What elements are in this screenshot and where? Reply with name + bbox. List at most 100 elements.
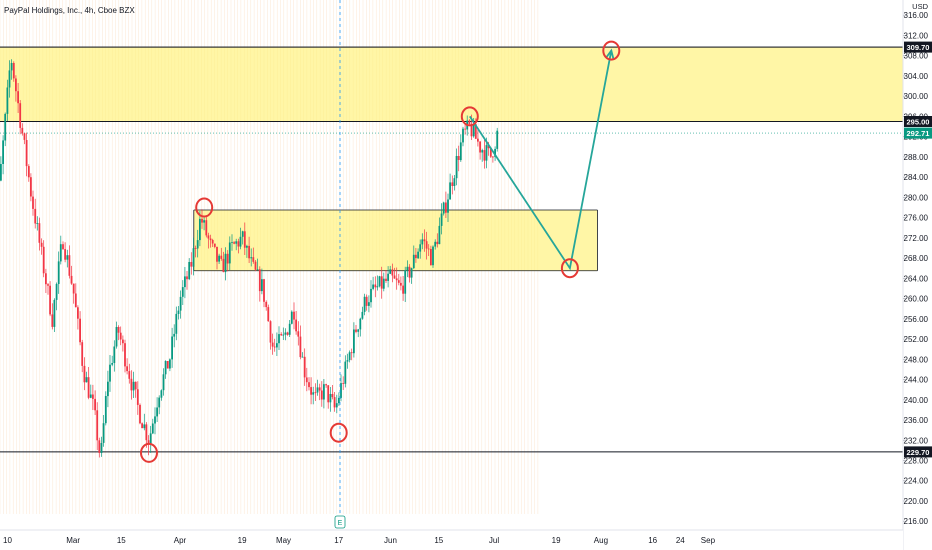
candle bbox=[308, 377, 310, 391]
candle bbox=[250, 248, 253, 267]
candle bbox=[179, 290, 182, 319]
candle-body bbox=[32, 196, 34, 209]
candle bbox=[327, 385, 330, 409]
price-tick-label-24: 220.00 bbox=[904, 497, 929, 506]
candle bbox=[177, 306, 180, 320]
zone-0 bbox=[0, 47, 903, 122]
candle-body bbox=[130, 378, 133, 391]
candle-body bbox=[400, 282, 402, 286]
price-tick-label-17: 248.00 bbox=[904, 355, 929, 364]
candle bbox=[124, 339, 126, 373]
candle-body bbox=[312, 392, 315, 395]
candle-body bbox=[100, 443, 103, 453]
time-axis-ticks: 10 Mar 15 Apr 19 May 17 Jun 15 Jul 19 Aug 16 24 Sep bbox=[3, 536, 716, 545]
candle bbox=[280, 332, 283, 336]
candle bbox=[92, 384, 94, 410]
candle bbox=[49, 281, 51, 317]
candle-body bbox=[327, 385, 330, 403]
candle bbox=[447, 193, 449, 222]
candle bbox=[231, 234, 233, 251]
candle-body bbox=[320, 390, 323, 400]
candle bbox=[248, 236, 250, 263]
candle-body bbox=[368, 302, 370, 306]
candle-body bbox=[297, 331, 300, 337]
candle-body bbox=[194, 248, 197, 249]
candle bbox=[32, 190, 34, 216]
candle-body bbox=[233, 242, 235, 244]
candle-body bbox=[252, 257, 255, 262]
candle bbox=[23, 132, 26, 145]
candle-body bbox=[451, 182, 454, 186]
candle bbox=[209, 234, 212, 248]
candle bbox=[111, 355, 114, 367]
candle-body bbox=[378, 276, 381, 287]
candle-body bbox=[445, 202, 447, 213]
candle-body bbox=[220, 255, 223, 259]
candle bbox=[226, 250, 229, 272]
candle bbox=[237, 238, 240, 254]
candle-body bbox=[8, 70, 11, 88]
candle-body bbox=[104, 396, 107, 424]
candle-body bbox=[481, 150, 484, 153]
candle-body bbox=[385, 278, 387, 281]
candle bbox=[400, 276, 402, 291]
price-tick-label-20: 236.00 bbox=[904, 416, 929, 425]
candle bbox=[45, 268, 47, 293]
earnings-marker[interactable]: E bbox=[334, 515, 346, 529]
time-axis-bg[interactable] bbox=[0, 530, 903, 550]
candle-body bbox=[38, 223, 41, 243]
zone-1 bbox=[193, 210, 598, 271]
time-label-0: 10 bbox=[3, 536, 12, 545]
candle-body bbox=[173, 333, 176, 337]
candle bbox=[408, 264, 411, 283]
candle bbox=[430, 245, 432, 266]
candle bbox=[104, 391, 107, 426]
candle-body bbox=[415, 254, 417, 259]
candle-body bbox=[70, 275, 73, 284]
candle-body bbox=[350, 352, 353, 354]
candle-body bbox=[344, 361, 347, 384]
candle-body bbox=[17, 91, 19, 104]
candle bbox=[34, 198, 37, 229]
candle-body bbox=[436, 241, 439, 245]
candle-body bbox=[376, 286, 379, 288]
time-label-13: 24 bbox=[676, 536, 685, 545]
pivot-marker-3 bbox=[460, 106, 479, 127]
candle-body bbox=[402, 285, 404, 294]
candle bbox=[286, 331, 289, 336]
candle bbox=[449, 173, 451, 200]
candle-body bbox=[72, 283, 75, 294]
candle-body bbox=[410, 268, 413, 278]
candle-body bbox=[196, 240, 199, 249]
candle bbox=[15, 75, 17, 102]
candle-body bbox=[122, 339, 124, 344]
candle-body bbox=[151, 423, 154, 434]
price-tick-label-23: 224.00 bbox=[904, 477, 929, 486]
pivot-marker-5 bbox=[602, 40, 621, 61]
candle bbox=[36, 216, 39, 231]
candle bbox=[455, 148, 458, 186]
candle bbox=[387, 266, 389, 288]
candle-body bbox=[374, 284, 377, 288]
candle-body bbox=[40, 242, 43, 247]
candle-body bbox=[12, 63, 15, 79]
candle bbox=[51, 303, 54, 330]
candle bbox=[196, 229, 199, 258]
candle bbox=[278, 326, 280, 350]
candle-body bbox=[406, 266, 409, 271]
candle bbox=[290, 310, 293, 325]
candle bbox=[453, 175, 456, 191]
candle bbox=[107, 370, 109, 408]
candle bbox=[323, 379, 325, 409]
candle bbox=[79, 311, 81, 346]
price-axis-bg[interactable] bbox=[903, 0, 932, 550]
candle bbox=[134, 381, 137, 398]
candle bbox=[410, 267, 413, 284]
candle-body bbox=[117, 327, 120, 333]
candle-body bbox=[340, 383, 342, 398]
candle bbox=[419, 239, 422, 259]
candle bbox=[258, 266, 261, 302]
candle bbox=[415, 248, 417, 263]
candle bbox=[363, 293, 366, 316]
